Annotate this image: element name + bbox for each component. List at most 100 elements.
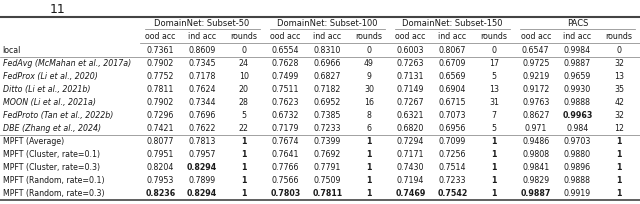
Text: 5: 5 (492, 124, 497, 133)
Text: MPFT (Average): MPFT (Average) (3, 137, 64, 146)
Text: ind acc: ind acc (563, 32, 591, 41)
Text: MOON (Li et al., 2021a): MOON (Li et al., 2021a) (3, 98, 95, 107)
Text: local: local (3, 45, 21, 54)
Text: 0.9763: 0.9763 (522, 98, 549, 107)
Text: 32: 32 (614, 59, 624, 68)
Text: 0.7178: 0.7178 (188, 72, 216, 81)
Text: 0.7361: 0.7361 (147, 45, 174, 54)
Text: 5: 5 (492, 72, 497, 81)
Text: 1: 1 (241, 176, 246, 185)
Text: DomainNet: Subset-100: DomainNet: Subset-100 (277, 19, 378, 28)
Text: 1: 1 (366, 137, 372, 146)
Text: 0.8627: 0.8627 (522, 111, 549, 120)
Text: 20: 20 (239, 85, 249, 94)
Text: 0.7099: 0.7099 (438, 137, 466, 146)
Text: 0.8236: 0.8236 (145, 189, 175, 198)
Text: rounds: rounds (230, 32, 257, 41)
Text: 0.7263: 0.7263 (397, 59, 424, 68)
Text: DomainNet: Subset-150: DomainNet: Subset-150 (402, 19, 502, 28)
Text: MPFT (Random, rate=0.1): MPFT (Random, rate=0.1) (3, 176, 104, 185)
Text: 42: 42 (614, 98, 624, 107)
Text: 0.7902: 0.7902 (147, 98, 174, 107)
Text: 0.7385: 0.7385 (314, 111, 341, 120)
Text: 0.7149: 0.7149 (397, 85, 424, 94)
Text: 0.6827: 0.6827 (314, 72, 341, 81)
Text: 0.6554: 0.6554 (272, 45, 300, 54)
Text: 16: 16 (364, 98, 374, 107)
Text: 0.7131: 0.7131 (397, 72, 424, 81)
Text: 30: 30 (364, 85, 374, 94)
Text: 0.9919: 0.9919 (564, 189, 591, 198)
Text: 0.7624: 0.7624 (188, 85, 216, 94)
Text: 0.9930: 0.9930 (564, 85, 591, 94)
Text: 0.7511: 0.7511 (272, 85, 300, 94)
Text: 0.7469: 0.7469 (396, 189, 426, 198)
Text: 0.7256: 0.7256 (438, 150, 466, 159)
Text: 1: 1 (241, 150, 246, 159)
Text: 0.9219: 0.9219 (522, 72, 549, 81)
Text: 10: 10 (239, 72, 249, 81)
Text: 13: 13 (489, 85, 499, 94)
Text: 0.7509: 0.7509 (314, 176, 341, 185)
Text: 0.7811: 0.7811 (147, 85, 174, 94)
Text: 0.7899: 0.7899 (189, 176, 216, 185)
Text: 17: 17 (489, 59, 499, 68)
Text: 1: 1 (366, 150, 372, 159)
Text: 0.7073: 0.7073 (438, 111, 466, 120)
Text: 0.7233: 0.7233 (438, 176, 466, 185)
Text: 28: 28 (239, 98, 249, 107)
Text: 24: 24 (239, 59, 249, 68)
Text: MPFT (Cluster, rate=0.1): MPFT (Cluster, rate=0.1) (3, 150, 100, 159)
Text: 0.7622: 0.7622 (188, 124, 216, 133)
Text: 1: 1 (241, 137, 246, 146)
Text: 0.8294: 0.8294 (187, 163, 217, 172)
Text: 0.9896: 0.9896 (564, 163, 591, 172)
Text: 0.7182: 0.7182 (314, 85, 341, 94)
Text: 0.8310: 0.8310 (314, 45, 341, 54)
Text: 1: 1 (366, 163, 372, 172)
Text: 0.7791: 0.7791 (314, 163, 341, 172)
Text: 0.7345: 0.7345 (188, 59, 216, 68)
Text: 0.8609: 0.8609 (188, 45, 216, 54)
Text: 0.7267: 0.7267 (397, 98, 424, 107)
Text: 1: 1 (616, 189, 622, 198)
Text: 0.7692: 0.7692 (314, 150, 341, 159)
Text: 0.7430: 0.7430 (397, 163, 424, 172)
Text: 0.7421: 0.7421 (147, 124, 174, 133)
Text: 1: 1 (366, 176, 372, 185)
Text: 0.8077: 0.8077 (147, 137, 174, 146)
Text: 0.7566: 0.7566 (272, 176, 300, 185)
Text: 0.9659: 0.9659 (564, 72, 591, 81)
Text: 0.6321: 0.6321 (397, 111, 424, 120)
Text: 0.7674: 0.7674 (272, 137, 300, 146)
Text: 0.6569: 0.6569 (438, 72, 466, 81)
Text: 8: 8 (367, 111, 371, 120)
Text: 0.7499: 0.7499 (272, 72, 299, 81)
Text: 0.6003: 0.6003 (397, 45, 424, 54)
Text: rounds: rounds (355, 32, 383, 41)
Text: 31: 31 (489, 98, 499, 107)
Text: 5: 5 (241, 111, 246, 120)
Text: 0.6709: 0.6709 (438, 59, 466, 68)
Text: 0.7194: 0.7194 (397, 176, 424, 185)
Text: 0.7296: 0.7296 (147, 111, 174, 120)
Text: 0.7641: 0.7641 (272, 150, 300, 159)
Text: 0: 0 (492, 45, 497, 54)
Text: ind acc: ind acc (438, 32, 467, 41)
Text: 0.9984: 0.9984 (564, 45, 591, 54)
Text: 0.9172: 0.9172 (522, 85, 549, 94)
Text: 1: 1 (492, 176, 497, 185)
Text: 1: 1 (366, 189, 372, 198)
Text: 1: 1 (241, 163, 246, 172)
Text: 0.9808: 0.9808 (522, 150, 549, 159)
Text: 1: 1 (616, 163, 622, 172)
Text: 0.7623: 0.7623 (272, 98, 300, 107)
Text: 0.7957: 0.7957 (188, 150, 216, 159)
Text: 0.9829: 0.9829 (522, 176, 549, 185)
Text: 0.9486: 0.9486 (522, 137, 549, 146)
Text: 22: 22 (239, 124, 249, 133)
Text: 0.8294: 0.8294 (187, 189, 217, 198)
Text: 0.7803: 0.7803 (270, 189, 301, 198)
Text: 1: 1 (492, 163, 497, 172)
Text: 0.6732: 0.6732 (272, 111, 300, 120)
